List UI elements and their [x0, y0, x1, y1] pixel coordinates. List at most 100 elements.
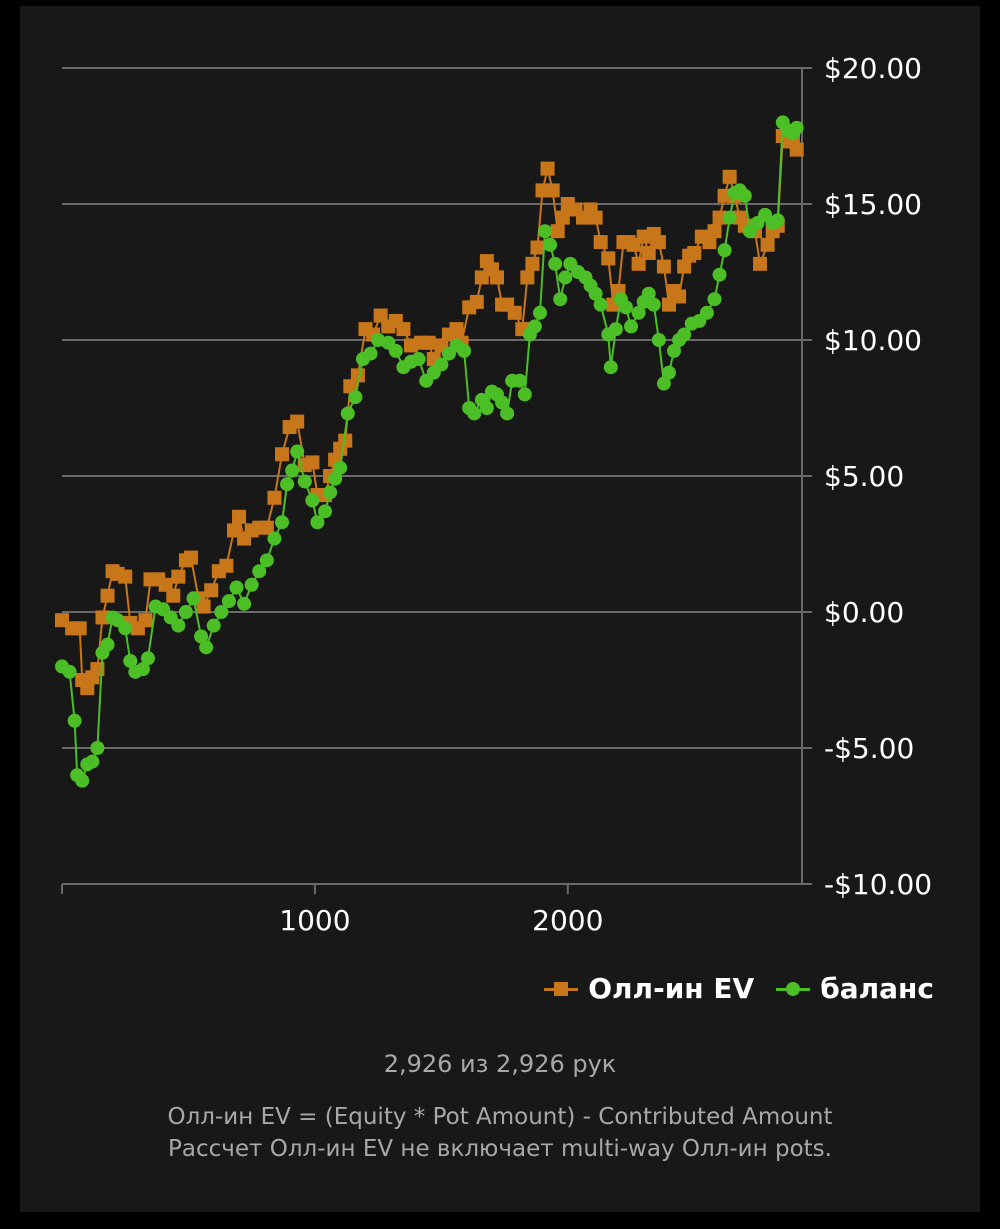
series-line: [61, 119, 798, 783]
data-point: [244, 577, 259, 592]
data-point: [171, 569, 186, 584]
data-point: [204, 583, 219, 598]
data-point: [707, 292, 722, 307]
data-point: [259, 553, 274, 568]
data-point: [290, 414, 305, 429]
data-point: [275, 447, 290, 462]
data-point: [457, 343, 472, 358]
data-point: [760, 237, 775, 252]
data-point: [507, 305, 522, 320]
data-point: [467, 406, 482, 421]
data-point: [62, 664, 77, 679]
data-point: [158, 577, 173, 592]
data-point: [186, 591, 201, 606]
data-point: [328, 471, 343, 486]
data-point: [171, 618, 186, 633]
data-point: [753, 256, 768, 271]
data-point: [588, 210, 603, 225]
data-point: [178, 605, 193, 619]
data-point: [196, 599, 211, 614]
legend: Олл-ин EV баланс: [544, 972, 934, 1005]
data-point: [363, 346, 378, 361]
series-line: [61, 133, 798, 691]
data-point: [672, 289, 687, 304]
x-tick-label: 2000: [532, 904, 603, 937]
data-point: [722, 169, 737, 184]
y-tick-label: -$10.00: [824, 868, 932, 901]
data-point: [229, 580, 244, 595]
data-point: [641, 286, 656, 301]
data-point: [95, 610, 110, 625]
data-point: [601, 251, 616, 266]
x-axis-ticks: 1000 2000: [61, 884, 603, 937]
data-point: [318, 504, 333, 519]
y-tick-label: $0.00: [824, 596, 904, 629]
data-point: [517, 387, 532, 402]
data-point: [631, 305, 646, 320]
data-point: [343, 379, 358, 394]
data-point: [538, 224, 553, 239]
data-point: [221, 594, 236, 609]
data-point: [651, 235, 666, 250]
legend-item-ev[interactable]: Олл-ин EV: [544, 972, 754, 1005]
data-point: [333, 460, 348, 475]
data-point: [290, 444, 305, 459]
data-point: [512, 373, 527, 388]
data-point: [608, 322, 623, 337]
data-point: [80, 681, 95, 696]
legend-label-ev: Олл-ин EV: [588, 972, 755, 1005]
data-point: [588, 286, 603, 301]
data-point: [267, 490, 282, 505]
data-point: [500, 406, 515, 421]
data-point: [100, 637, 115, 652]
data-point: [434, 357, 449, 372]
data-point: [214, 605, 229, 619]
data-point: [717, 243, 732, 258]
data-point: [737, 188, 752, 203]
data-point: [789, 142, 804, 157]
data-point: [555, 210, 570, 225]
data-point: [702, 235, 717, 250]
ev-disclaimer-note: Рассчет Олл-ин EV не включает multi-way …: [168, 1136, 832, 1162]
legend-item-balance[interactable]: баланс: [776, 972, 934, 1005]
data-point: [373, 308, 388, 323]
y-tick-label: $15.00: [824, 188, 922, 221]
data-point: [646, 297, 661, 312]
chart-panel: $20.00 $15.00 $10.00 $5.00 $0.00 -$5.00 -$10.0…: [20, 6, 980, 1212]
data-point: [138, 613, 153, 628]
data-point: [520, 270, 535, 285]
data-point: [285, 463, 300, 478]
data-point: [593, 235, 608, 250]
data-point: [85, 754, 100, 769]
data-point: [707, 224, 722, 239]
data-point: [411, 352, 426, 367]
y-axis-ticks: $20.00 $15.00 $10.00 $5.00 $0.00 -$5.00 -$10.0…: [824, 52, 932, 901]
y-tick-label: $20.00: [824, 52, 922, 85]
data-point: [677, 259, 692, 274]
data-point: [206, 618, 221, 633]
data-point: [479, 401, 494, 415]
data-point: [687, 245, 702, 260]
data-point: [770, 213, 785, 228]
data-point: [67, 713, 82, 728]
data-point: [267, 531, 282, 546]
data-point: [199, 640, 214, 655]
hands-count: 2,926 из 2,926 рук: [383, 1050, 617, 1078]
series-balance: [55, 115, 804, 788]
data-point: [656, 259, 671, 274]
data-point: [712, 210, 727, 225]
data-point: [310, 515, 325, 530]
data-point: [421, 335, 436, 350]
data-point: [651, 333, 666, 347]
data-point: [237, 596, 252, 611]
data-point: [553, 292, 568, 307]
data-point: [641, 245, 656, 260]
data-point: [140, 651, 155, 666]
data-point: [259, 520, 274, 535]
data-point: [297, 474, 312, 489]
legend-square-marker-icon: [544, 981, 579, 997]
data-point: [603, 360, 618, 375]
data-point: [305, 493, 320, 508]
data-point: [677, 327, 692, 342]
data-point: [232, 509, 247, 524]
